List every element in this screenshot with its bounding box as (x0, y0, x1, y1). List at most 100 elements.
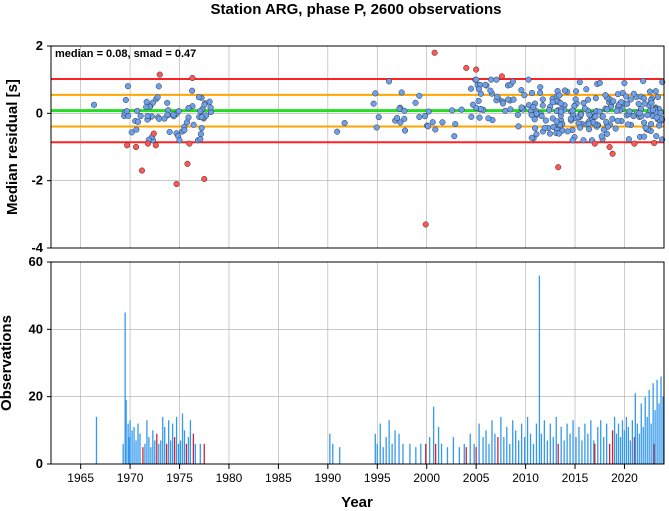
residual-point (581, 105, 589, 112)
residual-point (206, 98, 213, 105)
x-tick-label: 2000 (413, 471, 440, 485)
x-tick-label: 1970 (117, 471, 144, 485)
residual-point (515, 123, 522, 130)
residual-point (648, 121, 655, 128)
residual-point (170, 111, 177, 118)
residual-point (528, 89, 536, 96)
residual-point (644, 111, 651, 119)
outlier-point (132, 143, 140, 151)
observations-panel: 0 20 40 60 1965 1970 1975 1980 1985 1990 1995 2000… (0, 254, 665, 511)
observations-y-tick-label: 60 (29, 254, 43, 269)
residual-point (197, 130, 204, 138)
outlier-point (555, 164, 562, 171)
residual-point (397, 119, 404, 126)
residual-point (155, 83, 162, 90)
residual-point (90, 101, 98, 108)
outlier-point (201, 175, 208, 183)
residual-point (564, 128, 571, 135)
residual-point (641, 133, 648, 140)
outlier-point (186, 140, 193, 147)
residual-point (190, 121, 197, 128)
residual-point (134, 107, 141, 114)
residual-point (577, 124, 584, 131)
residual-point (334, 128, 341, 135)
residual-point (537, 84, 544, 91)
outlier-point (189, 74, 196, 82)
residual-point (175, 108, 182, 115)
residual-point (627, 96, 634, 103)
residual-point (610, 98, 617, 105)
outlier-point (591, 140, 598, 147)
residual-point (556, 130, 563, 137)
residual-point (452, 120, 459, 128)
residual-point (657, 109, 664, 116)
residual-point (652, 88, 659, 95)
residual-point (197, 136, 204, 143)
residual-point (625, 121, 632, 128)
residual-point (528, 134, 535, 141)
residual-point (585, 120, 592, 127)
outlier-point (473, 66, 480, 73)
residual-point (640, 95, 647, 102)
outlier-point (173, 180, 180, 188)
residual-point (473, 76, 480, 83)
residual-point (623, 93, 630, 100)
residual-point (185, 114, 192, 121)
residual-point (176, 137, 183, 144)
residual-point (558, 108, 565, 115)
residual-point (401, 127, 409, 134)
residual-point (642, 124, 649, 131)
residual-point (509, 78, 516, 85)
residual-point (636, 110, 643, 117)
residual-point (467, 85, 475, 92)
residual-point (556, 92, 563, 99)
residual-point (553, 118, 560, 125)
residual-point (538, 113, 545, 120)
residual-point (569, 137, 576, 144)
residual-point (609, 115, 616, 122)
residual-point (630, 90, 637, 97)
residual-point (195, 94, 202, 101)
residual-point (198, 125, 205, 132)
residual-point (123, 108, 130, 115)
residual-point (585, 96, 592, 103)
residual-point (207, 104, 214, 111)
x-tick-label: 1990 (314, 471, 341, 485)
residual-point (375, 114, 382, 121)
residual-point (518, 104, 525, 111)
residual-point (499, 100, 507, 107)
residual-point (197, 107, 204, 115)
residual-point (539, 96, 546, 103)
residual-point (586, 126, 593, 133)
observations-y-tick-label: 40 (29, 321, 43, 336)
residual-point (372, 90, 379, 97)
x-tick-label: 2020 (611, 471, 638, 485)
residual-point (502, 107, 509, 114)
residual-point (613, 107, 620, 114)
residual-point (641, 100, 648, 107)
residual-point (573, 88, 580, 95)
x-tick-label: 1985 (265, 471, 292, 485)
residual-point (599, 113, 606, 120)
residual-point (134, 118, 142, 125)
residual-point (572, 96, 579, 103)
residual-point (653, 114, 660, 121)
residual-point (449, 107, 456, 114)
residual-point (485, 115, 492, 122)
outlier-point (609, 150, 616, 157)
residual-point (432, 126, 439, 133)
residual-point (425, 123, 432, 130)
residual-point (412, 99, 419, 106)
residual-point (475, 97, 482, 104)
residual-point (429, 119, 436, 126)
residual-point (185, 105, 192, 112)
residual-point (626, 108, 633, 115)
residual-point (592, 113, 599, 120)
observations-panel-frame (50, 261, 665, 465)
residual-point (458, 106, 465, 113)
residual-point (630, 113, 637, 120)
residual-point (394, 114, 401, 121)
residual-point (468, 113, 475, 120)
x-axis-label: Year (341, 494, 373, 511)
residual-point (439, 119, 446, 126)
